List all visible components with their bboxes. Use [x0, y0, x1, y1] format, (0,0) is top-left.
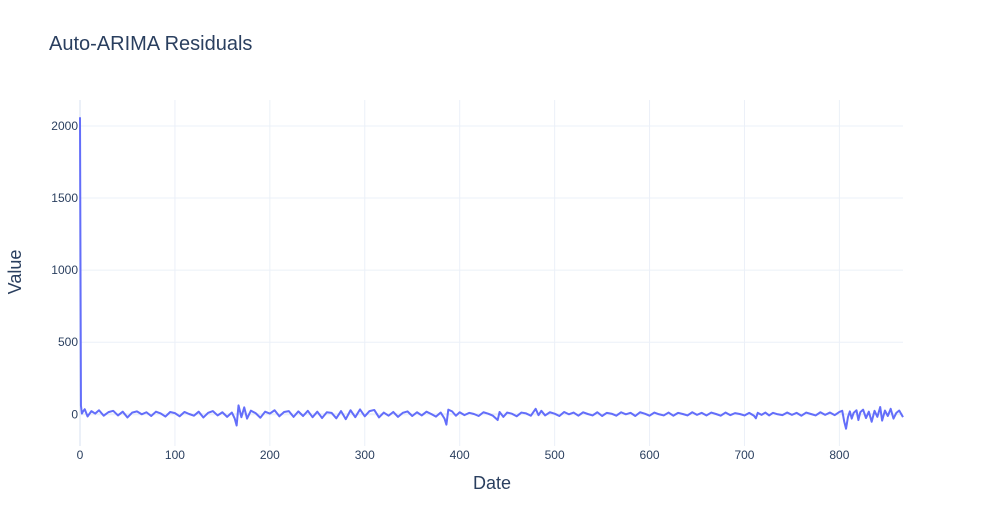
y-axis-title: Value: [5, 250, 25, 295]
x-tick-label: 400: [450, 448, 470, 462]
y-tick-label: 500: [58, 335, 78, 349]
y-tick-label: 2000: [51, 119, 78, 133]
x-tick-label: 700: [734, 448, 754, 462]
chart-title: Auto-ARIMA Residuals: [49, 33, 252, 55]
x-tick-label: 100: [165, 448, 185, 462]
x-tick-label: 800: [829, 448, 849, 462]
x-tick-label: 600: [640, 448, 660, 462]
x-tick-label: 200: [260, 448, 280, 462]
y-axis-ticks: 0 500 1000 1500 2000: [51, 119, 78, 421]
x-tick-label: 0: [77, 448, 84, 462]
series-layer: [79, 117, 904, 430]
y-tick-label: 1500: [51, 191, 78, 205]
residuals-series-line: [79, 117, 904, 430]
x-tick-label: 300: [355, 448, 375, 462]
x-tick-label: 500: [545, 448, 565, 462]
x-axis-title: Date: [473, 473, 511, 493]
y-tick-label: 0: [71, 407, 78, 421]
x-axis-ticks: 0 100 200 300 400 500 600 700 800: [77, 448, 850, 462]
y-tick-label: 1000: [51, 263, 78, 277]
